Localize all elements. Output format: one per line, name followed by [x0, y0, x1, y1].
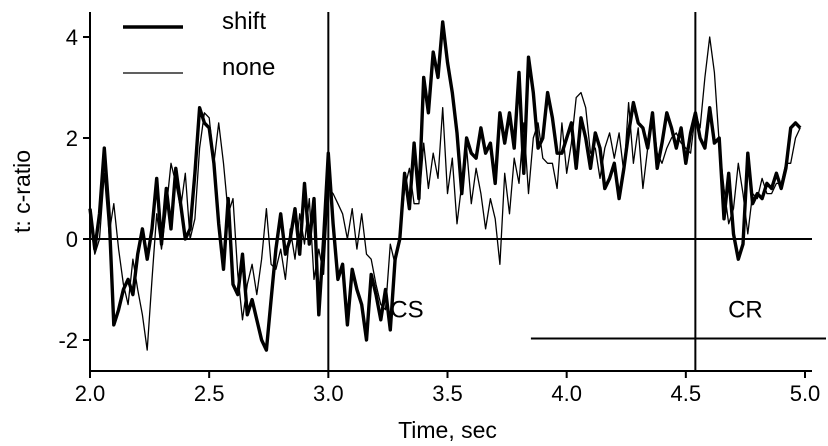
- series-line-none: [89, 36, 801, 351]
- x-tick-label: 2.0: [75, 381, 106, 406]
- x-ticks: 2.0 2.5 3.0 3.5 4.0 4.5 5.0: [75, 371, 821, 406]
- series-line-shift: [88, 20, 802, 352]
- y-ticks: 4 2 0 -2: [58, 25, 90, 353]
- y-tick-label: -2: [58, 328, 78, 353]
- axes: [89, 12, 826, 372]
- x-axis-title: Time, sec: [398, 417, 497, 443]
- y-tick-label: 0: [66, 227, 78, 252]
- legend-label-none: none: [222, 54, 275, 81]
- x-tick-label: 2.5: [194, 381, 225, 406]
- y-tick-label: 4: [66, 25, 78, 50]
- x-tick-label: 3.0: [313, 381, 344, 406]
- annotation-cr: CR: [728, 297, 763, 324]
- annotation-cs: CS: [390, 297, 423, 324]
- series-layer: [88, 20, 802, 352]
- legend: shift none: [123, 8, 275, 81]
- y-axis-title: t: c-ratio: [9, 150, 35, 233]
- x-tick-label: 4.5: [671, 381, 702, 406]
- legend-label-shift: shift: [222, 8, 266, 35]
- x-tick-label: 5.0: [790, 381, 821, 406]
- y-tick-label: 2: [66, 126, 78, 151]
- x-tick-label: 3.5: [432, 381, 463, 406]
- annotations: CS CR: [390, 297, 762, 324]
- x-tick-label: 4.0: [551, 381, 582, 406]
